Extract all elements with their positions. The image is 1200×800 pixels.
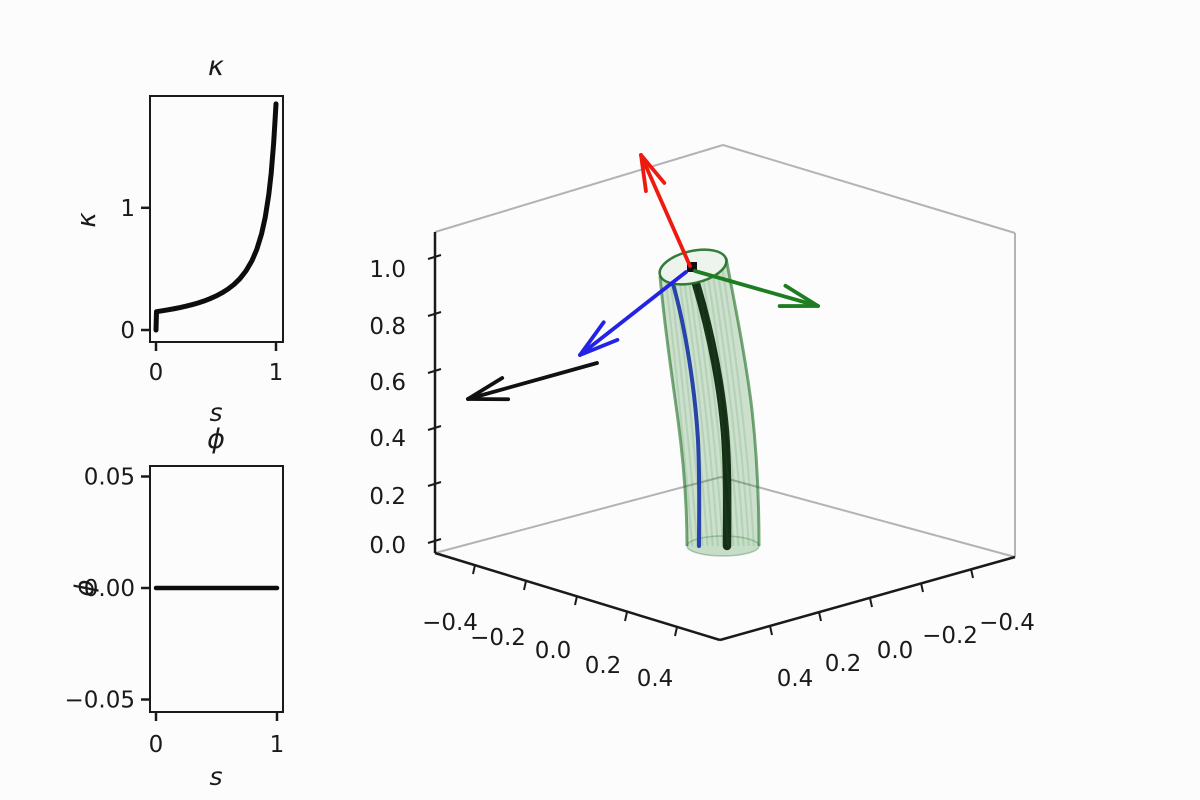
z-tick	[427, 538, 442, 544]
z-tick-label: 0.0	[369, 533, 406, 559]
z-tick	[427, 425, 442, 431]
x-tick-label: −0.4	[422, 610, 478, 636]
phi-plot-title: ϕ	[207, 424, 225, 455]
director-arrow-blue-segment	[578, 337, 620, 357]
director-arrow-black-segment	[466, 376, 505, 401]
kappa-xlabel: s	[209, 398, 223, 427]
phi-ytick-label: 0.05	[84, 465, 135, 491]
tube-striation	[715, 265, 750, 547]
tube-right-edge	[724, 257, 761, 547]
pane-edge	[720, 476, 1016, 558]
tube-striation	[687, 280, 719, 547]
director-arrow-green-segment	[693, 269, 820, 308]
director-arrow-black	[466, 361, 599, 402]
director-arrow-green-segment	[783, 283, 820, 308]
y-tick	[818, 611, 822, 622]
pane-edge	[434, 144, 724, 233]
phi-xlabel: s	[209, 762, 223, 791]
tube-left-edge	[658, 275, 689, 547]
y-tick	[869, 597, 873, 608]
x-tick	[472, 564, 476, 575]
director-arrow-green	[693, 269, 820, 308]
tube-striation	[678, 280, 709, 547]
kappa-ytick-label: 0	[120, 318, 135, 344]
director-arrow-blue-segment	[578, 320, 606, 357]
y-tick	[920, 582, 924, 593]
z-tick-label: 0.6	[369, 370, 406, 396]
tube-striation	[697, 277, 730, 547]
x-tick	[674, 626, 678, 637]
x-tick-label: 0.2	[585, 653, 622, 679]
kappa-plot-title: κ	[208, 51, 224, 82]
y-tick-label: −0.2	[922, 623, 978, 649]
z-tick	[427, 254, 442, 260]
y-tick	[970, 568, 974, 579]
z-tick-label: 0.2	[369, 484, 406, 510]
z-tick-label: 0.8	[369, 314, 406, 340]
phi-ylabel: ϕ	[70, 579, 100, 597]
x-tick-label: 0.4	[637, 666, 674, 692]
tube-striation	[706, 272, 740, 547]
phi-ytick-label: −0.05	[65, 688, 135, 714]
tube-striation	[683, 280, 714, 547]
tube-striation	[664, 278, 694, 547]
tube-striation	[720, 261, 755, 547]
director-arrow-red	[639, 153, 692, 268]
x-tick-label: −0.2	[470, 625, 526, 651]
kappa-ylabel: κ	[72, 212, 102, 228]
tube-striation	[701, 275, 735, 547]
director-arrow-red-segment	[639, 153, 667, 185]
tube-striation	[673, 280, 704, 547]
director-arrow-red-segment	[639, 153, 692, 268]
pane-edge	[722, 144, 1016, 234]
y-tick	[769, 625, 773, 636]
rod-tip-marker	[687, 262, 697, 272]
y-tick-label: 0.4	[777, 666, 814, 692]
kappa-xtick-label: 0	[149, 360, 164, 386]
director-arrow-black-segment	[466, 361, 599, 401]
rod-edge-curve-blue	[671, 282, 702, 548]
phi-xtick-label: 1	[270, 732, 285, 758]
z-tick	[427, 481, 442, 487]
z-tick-label: 0.4	[369, 426, 406, 452]
tube-striation	[692, 279, 724, 547]
kappa-xtick-label: 1	[269, 360, 284, 386]
pane-edge	[434, 476, 722, 554]
director-arrow-red-segment	[639, 153, 648, 193]
tube-striation	[669, 279, 699, 547]
x-tick-label: 0.0	[535, 638, 572, 664]
phi-ytick-label: 0.00	[84, 576, 135, 602]
director-arrow-blue	[578, 270, 688, 357]
y-tick-label: 0.2	[825, 651, 862, 677]
x-tick	[523, 580, 527, 591]
kappa-curve	[153, 101, 279, 333]
kappa-ytick-label: 1	[120, 196, 135, 222]
x-tick	[624, 611, 628, 622]
y-axis-line	[719, 555, 1016, 642]
z-tick	[427, 368, 442, 374]
z-tick	[427, 311, 442, 317]
y-tick-label: −0.4	[979, 610, 1035, 636]
director-arrow-blue-segment	[578, 270, 688, 357]
x-tick	[574, 595, 578, 606]
y-tick-label: 0.0	[877, 638, 914, 664]
z-tick-label: 1.0	[369, 257, 406, 283]
tube-striation	[711, 269, 745, 547]
rod-centerline-black	[686, 263, 732, 551]
phi-xtick-label: 0	[149, 732, 164, 758]
kappa-axes-box	[149, 95, 284, 343]
